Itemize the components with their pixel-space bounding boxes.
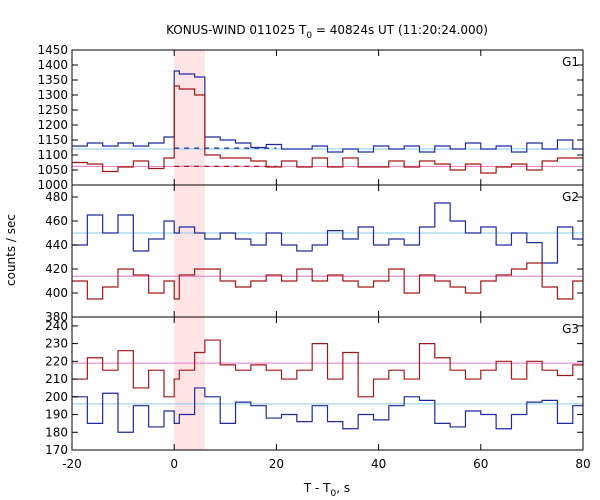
y-tick-label-g3-170: 170: [45, 443, 68, 457]
series-g3-blue: [72, 387, 583, 433]
x-tick-label-20: 20: [269, 457, 284, 471]
panel-label-g1: G1: [562, 55, 579, 69]
y-axis-label: counts / sec: [4, 214, 18, 286]
y-tick-label-g1-1250: 1250: [37, 103, 68, 117]
panel-frame-g3: [71, 316, 584, 451]
y-tick-label-g3-200: 200: [45, 390, 68, 404]
chart-title: KONUS-WIND 011025 T0 = 40824s UT (11:20:…: [166, 23, 488, 41]
series-g2-blue: [72, 202, 583, 264]
y-tick-label-g2-460: 460: [45, 214, 68, 228]
x-tick-label-40: 40: [371, 457, 386, 471]
series-g2-red: [72, 262, 583, 300]
x-tick-label-60: 60: [473, 457, 488, 471]
y-tick-label-g3-180: 180: [45, 425, 68, 439]
y-tick-label-g1-1450: 1450: [37, 43, 68, 57]
y-tick-label-g1-1000: 1000: [37, 178, 68, 192]
y-tick-label-g1-1300: 1300: [37, 88, 68, 102]
y-tick-label-g2-420: 420: [45, 262, 68, 276]
x-tick-label-80: 80: [575, 457, 590, 471]
x-tick-label-0: 0: [170, 457, 178, 471]
panel-label-g2: G2: [562, 190, 579, 204]
series-g1-red: [72, 85, 583, 174]
y-tick-label-g3-240: 240: [45, 319, 68, 333]
y-tick-label-g3-210: 210: [45, 372, 68, 386]
panel-label-g3: G3: [562, 322, 579, 336]
x-axis-label: T - T0, s: [303, 481, 350, 499]
plot-area: 1000105011001150120012501300135014001450…: [37, 43, 590, 471]
y-tick-label-g3-190: 190: [45, 408, 68, 422]
y-tick-label-g2-480: 480: [45, 190, 68, 204]
y-tick-label-g1-1200: 1200: [37, 118, 68, 132]
series-g1-blue: [72, 70, 583, 153]
y-tick-label-g1-1350: 1350: [37, 73, 68, 87]
y-tick-label-g1-1100: 1100: [37, 148, 68, 162]
y-tick-label-g3-230: 230: [45, 337, 68, 351]
highlight-band: [174, 50, 205, 450]
y-tick-label-g2-400: 400: [45, 286, 68, 300]
y-tick-label-g3-220: 220: [45, 354, 68, 368]
y-tick-label-g1-1050: 1050: [37, 163, 68, 177]
y-tick-label-g2-380: 380: [45, 310, 68, 324]
y-tick-label-g1-1150: 1150: [37, 133, 68, 147]
x-tick-label--20: -20: [62, 457, 82, 471]
y-tick-label-g2-440: 440: [45, 238, 68, 252]
series-g3-red: [72, 339, 583, 398]
y-tick-label-g1-1400: 1400: [37, 58, 68, 72]
